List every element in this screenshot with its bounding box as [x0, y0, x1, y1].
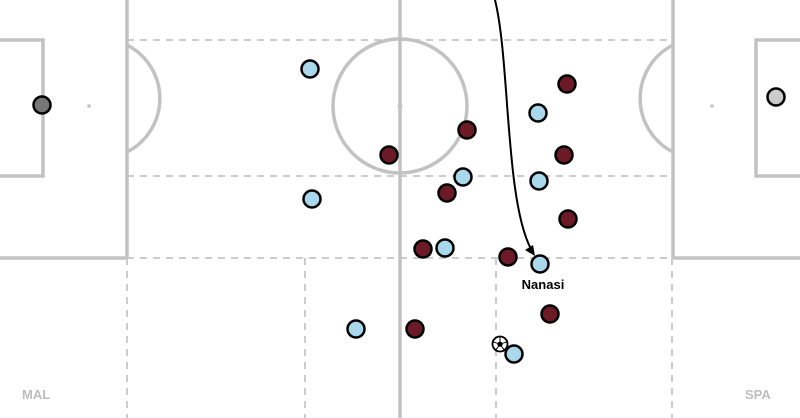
player-marker	[457, 120, 477, 140]
player-marker	[435, 238, 455, 258]
team-label-left: MAL	[22, 387, 50, 402]
right-penalty-spot	[710, 104, 714, 108]
goalkeeper-left	[32, 95, 52, 115]
player-marker	[504, 344, 524, 364]
centre-spot	[397, 103, 403, 109]
team-spa-players	[300, 59, 550, 364]
curved-arrow-icon	[494, 0, 535, 256]
player-marker	[528, 103, 548, 123]
centre-circle	[331, 37, 469, 175]
player-marker	[413, 239, 433, 259]
team-label-right: SPA	[745, 387, 771, 402]
player-name-label: Nanasi	[522, 277, 565, 292]
left-penalty-spot	[87, 104, 91, 108]
player-marker	[498, 247, 518, 267]
player-marker	[302, 189, 322, 209]
goalkeeper-right	[766, 87, 786, 107]
player-marker	[453, 167, 473, 187]
player-marker	[379, 145, 399, 165]
player-marker	[557, 74, 577, 94]
left-penalty-arc	[126, 43, 162, 154]
player-marker-nanasi	[530, 254, 550, 274]
right-penalty-arc	[638, 43, 674, 154]
player-marker	[529, 171, 549, 191]
player-marker	[437, 183, 457, 203]
right-six-yard-box	[754, 38, 800, 178]
team-mal-players	[379, 74, 578, 339]
player-marker	[405, 319, 425, 339]
player-marker	[346, 319, 366, 339]
player-marker	[554, 145, 574, 165]
player-marker	[540, 304, 560, 324]
player-marker	[300, 59, 320, 79]
football-icon	[491, 335, 509, 353]
player-marker	[558, 209, 578, 229]
